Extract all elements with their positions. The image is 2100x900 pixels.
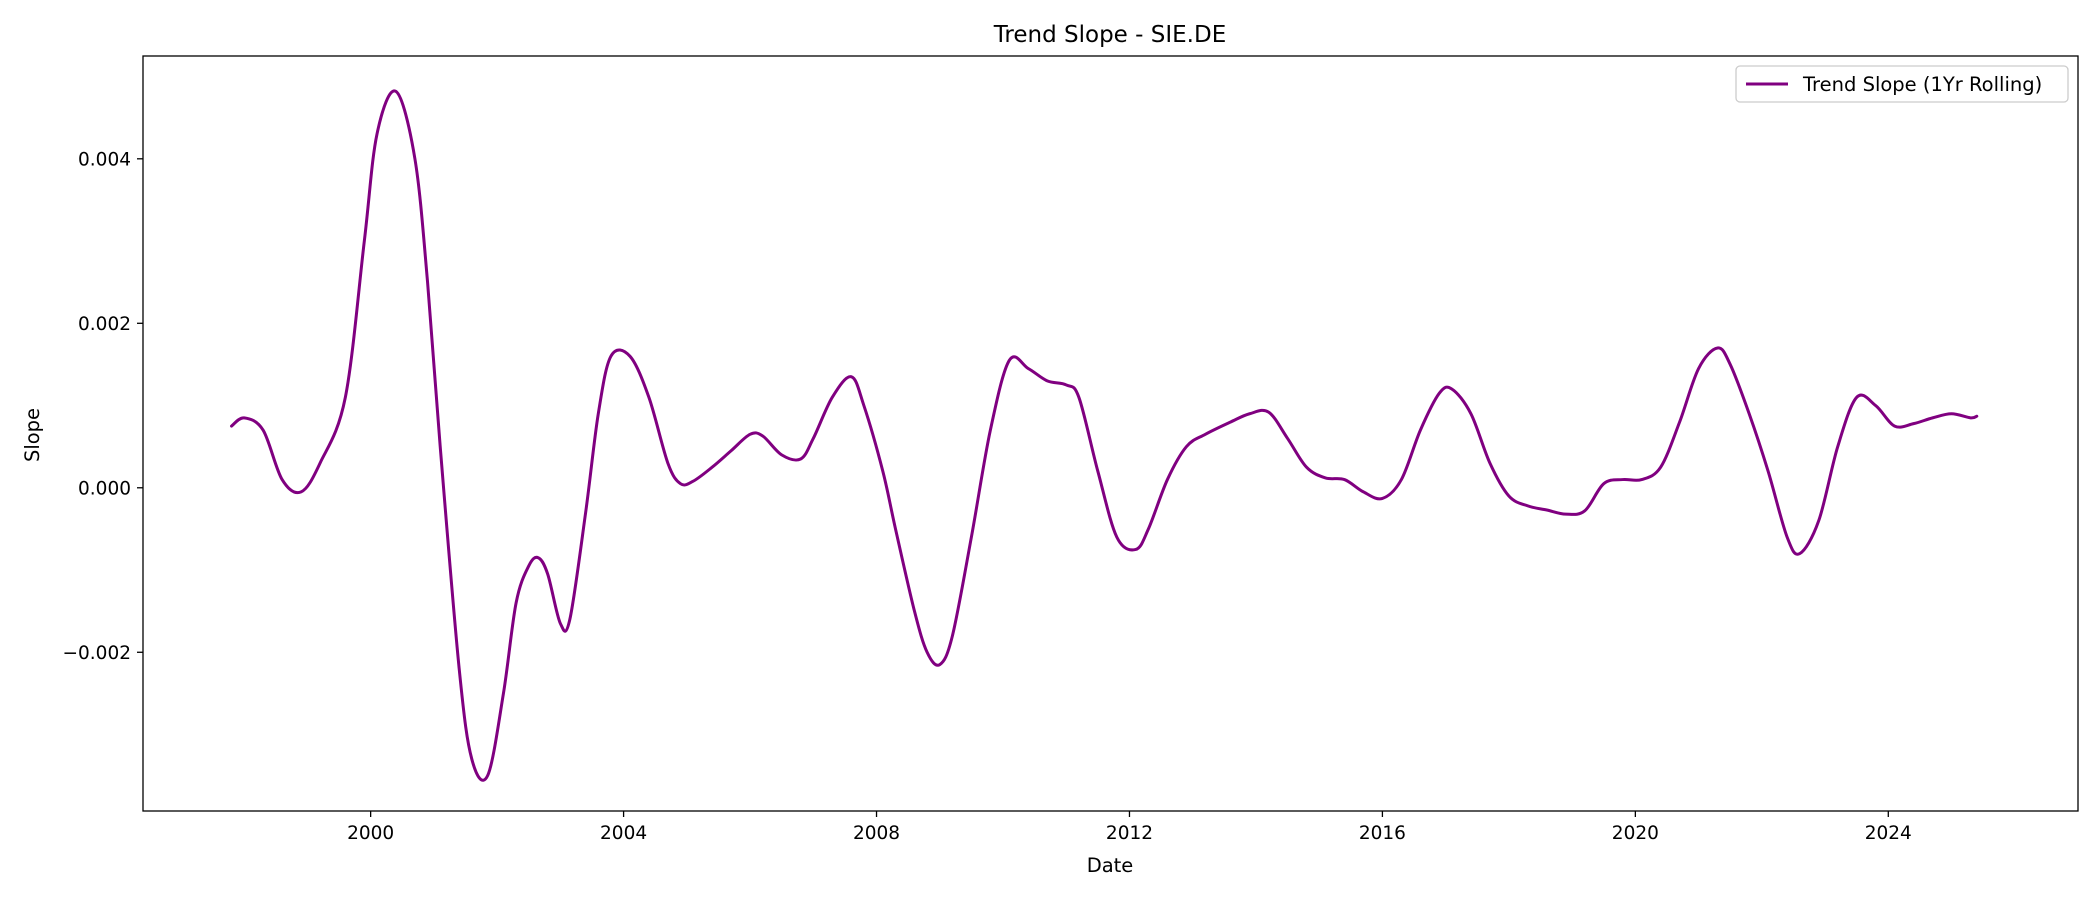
x-tick-label: 2024 bbox=[1865, 823, 1912, 844]
x-tick-label: 2004 bbox=[600, 823, 647, 844]
x-axis-label: Date bbox=[1087, 854, 1134, 877]
legend-entry-trend-slope: Trend Slope (1Yr Rolling) bbox=[1802, 73, 2042, 96]
y-tick-label: 0.000 bbox=[78, 478, 131, 499]
x-tick-label: 2000 bbox=[347, 823, 394, 844]
x-tick-label: 2016 bbox=[1359, 823, 1406, 844]
x-tick-label: 2020 bbox=[1612, 823, 1659, 844]
legend: Trend Slope (1Yr Rolling) bbox=[1736, 66, 2068, 102]
y-tick-label: −0.002 bbox=[63, 643, 131, 664]
y-tick-label: 0.002 bbox=[78, 314, 131, 335]
y-tick-label: 0.004 bbox=[78, 149, 131, 170]
x-tick-label: 2012 bbox=[1106, 823, 1153, 844]
y-axis-label: Slope bbox=[21, 408, 44, 462]
x-tick-label: 2008 bbox=[853, 823, 900, 844]
chart-title: Trend Slope - SIE.DE bbox=[993, 22, 1226, 48]
